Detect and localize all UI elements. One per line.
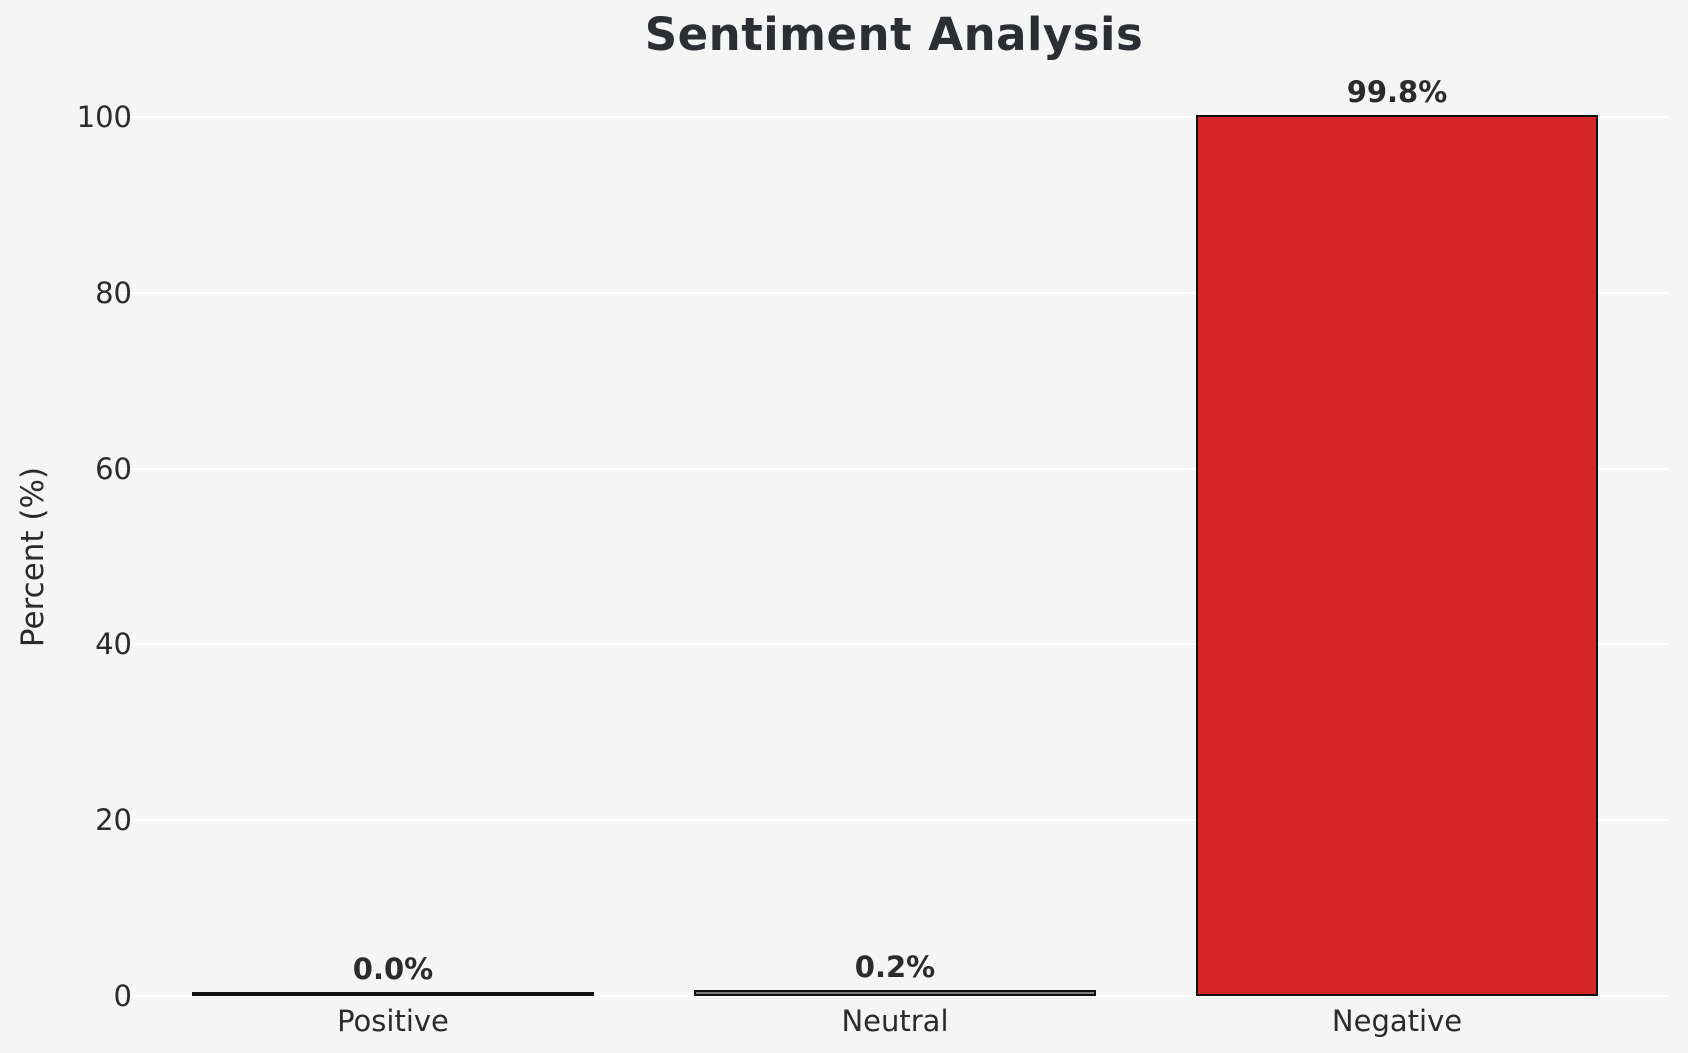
x-tick-label: Neutral bbox=[841, 1004, 949, 1038]
grid-line bbox=[120, 467, 1668, 470]
y-tick-label: 20 bbox=[95, 803, 132, 838]
bar-value-label: 0.2% bbox=[854, 950, 936, 985]
y-tick-label: 40 bbox=[95, 627, 132, 662]
grid-line bbox=[120, 995, 1668, 997]
bar-value-label: 0.0% bbox=[352, 952, 434, 986]
bar-neutral bbox=[694, 990, 1096, 996]
grid-line bbox=[120, 819, 1668, 822]
y-tick-label: 60 bbox=[95, 451, 132, 486]
grid-line bbox=[120, 291, 1668, 294]
grid-line bbox=[120, 116, 1668, 118]
y-tick-label: 0 bbox=[113, 979, 132, 1013]
x-tick-label: Positive bbox=[337, 1004, 449, 1038]
bar-positive bbox=[192, 992, 594, 996]
grid-line bbox=[120, 643, 1668, 646]
bar-negative bbox=[1196, 114, 1598, 996]
y-tick-label: 80 bbox=[95, 275, 132, 310]
bar-value-label: 99.8% bbox=[1346, 74, 1448, 109]
chart-title: Sentiment Analysis bbox=[644, 8, 1144, 61]
x-tick-label: Negative bbox=[1331, 1004, 1463, 1038]
y-tick-label: 100 bbox=[76, 100, 132, 134]
